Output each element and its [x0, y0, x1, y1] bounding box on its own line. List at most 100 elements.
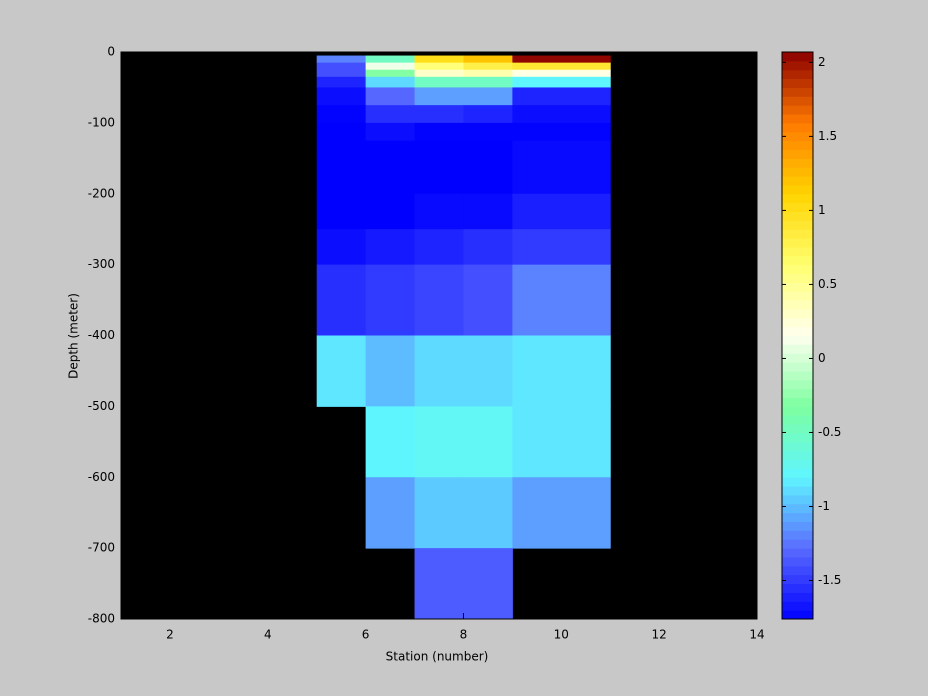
x-axis-label: Station (number) — [386, 650, 489, 664]
colorbar-swatch — [782, 122, 813, 133]
heat-cell — [365, 406, 416, 478]
colorbar-tick-label: 1.5 — [818, 129, 837, 143]
plot-frame — [120, 51, 758, 620]
heat-cell — [512, 406, 611, 478]
colorbar-swatch — [782, 184, 813, 195]
colorbar-swatch — [782, 300, 813, 310]
colorbar-swatch — [782, 530, 813, 540]
colorbar-tick-label: 2 — [818, 55, 826, 69]
x-tick-label: 14 — [749, 628, 764, 642]
x-tick-label: 8 — [460, 628, 468, 642]
colorbar-swatch — [782, 424, 813, 434]
heat-cell — [512, 477, 611, 549]
heat-cell — [414, 105, 464, 124]
colorbar-swatch — [782, 60, 813, 71]
colorbar-swatch — [782, 282, 813, 292]
heat-cell — [512, 55, 611, 64]
heat-cell — [316, 193, 367, 230]
heat-cell — [463, 140, 513, 159]
y-tick-label: 0 — [107, 45, 115, 59]
colorbar-swatch — [782, 176, 813, 186]
heat-cell — [414, 122, 464, 142]
colorbar-swatch — [782, 193, 813, 204]
y-tick-label: -600 — [88, 470, 115, 484]
y-tick-label: -200 — [88, 186, 115, 200]
y-tick-label: -400 — [88, 328, 115, 342]
heat-cell — [365, 264, 416, 336]
colorbar-swatch — [782, 610, 813, 620]
colorbar-swatch — [782, 468, 813, 478]
heat-cell — [512, 69, 611, 78]
heat-cell — [365, 87, 416, 106]
heat-cell — [414, 193, 464, 230]
heat-cell — [365, 76, 416, 88]
colorbar-swatch — [782, 335, 813, 345]
heat-cell — [512, 193, 611, 230]
heat-cell — [414, 87, 464, 106]
colorbar-swatch — [782, 273, 813, 283]
colorbar-swatch — [782, 406, 813, 416]
colorbar-swatch — [782, 548, 813, 558]
heat-cell — [512, 105, 611, 124]
heat-cell — [463, 264, 513, 336]
colorbar-swatch — [782, 601, 813, 611]
heat-cell — [463, 87, 513, 106]
colorbar-tick-label: -1.5 — [818, 573, 841, 587]
heat-cell — [463, 477, 513, 549]
x-tick-label: 6 — [362, 628, 370, 642]
heat-cell — [365, 193, 416, 230]
heat-cell — [365, 140, 416, 159]
heat-cell — [316, 158, 367, 195]
colorbar-swatch — [782, 140, 813, 150]
heat-cell — [414, 229, 464, 266]
colorbar-swatch — [782, 512, 813, 523]
heat-cell — [365, 55, 416, 64]
y-tick-label: -100 — [88, 115, 115, 129]
heat-cell — [512, 62, 611, 71]
heat-cell — [512, 264, 611, 336]
heat-cell — [512, 335, 611, 407]
colorbar-swatch — [782, 202, 813, 212]
y-tick-label: -300 — [88, 257, 115, 271]
colorbar-swatch — [782, 344, 813, 354]
colorbar-tick-label: 1 — [818, 203, 826, 217]
heat-cell — [414, 55, 464, 64]
heat-cell — [414, 76, 464, 88]
colorbar-swatch — [782, 574, 813, 585]
colorbar-swatch — [782, 291, 813, 301]
colorbar-swatch — [782, 556, 813, 567]
heat-cell — [463, 122, 513, 142]
colorbar-swatch — [782, 486, 813, 496]
heat-cell — [316, 76, 367, 88]
heat-cell — [414, 335, 464, 407]
colorbar-frame — [781, 51, 814, 620]
heat-cell — [365, 62, 416, 71]
heat-cell — [414, 477, 464, 549]
heat-cell — [316, 105, 367, 124]
heat-cell — [512, 140, 611, 159]
heat-cell — [463, 62, 513, 71]
heat-cell — [365, 105, 416, 124]
colorbar-swatch — [782, 246, 813, 257]
colorbar-tick-label: 0 — [818, 351, 826, 365]
colorbar-swatch — [782, 87, 813, 97]
heat-cell — [316, 335, 367, 407]
heat-cell — [365, 158, 416, 195]
heat-cell — [316, 69, 367, 78]
colorbar-swatch — [782, 308, 813, 319]
heat-cell — [512, 122, 611, 142]
x-tick-label: 10 — [554, 628, 569, 642]
heat-cell — [316, 87, 367, 106]
heat-cell — [463, 406, 513, 478]
heat-cell — [512, 87, 611, 106]
colorbar-swatch — [782, 592, 813, 602]
colorbar-swatch — [782, 362, 813, 372]
heat-cell — [414, 406, 464, 478]
heat-cell — [316, 229, 367, 266]
heat-cell — [512, 158, 611, 195]
heat-cell — [365, 122, 416, 142]
colorbar-swatch — [782, 583, 813, 593]
colorbar-swatch — [782, 211, 813, 221]
heat-cell — [463, 193, 513, 230]
